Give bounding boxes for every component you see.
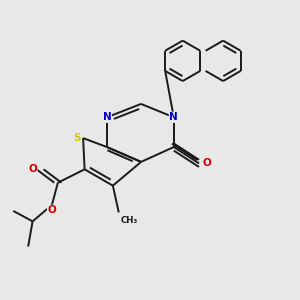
Text: O: O bbox=[47, 205, 56, 215]
Text: CH₃: CH₃ bbox=[120, 216, 137, 225]
Text: S: S bbox=[74, 133, 81, 143]
Text: N: N bbox=[169, 112, 178, 122]
Text: O: O bbox=[28, 164, 37, 174]
Text: N: N bbox=[103, 112, 111, 122]
Text: O: O bbox=[202, 158, 211, 168]
